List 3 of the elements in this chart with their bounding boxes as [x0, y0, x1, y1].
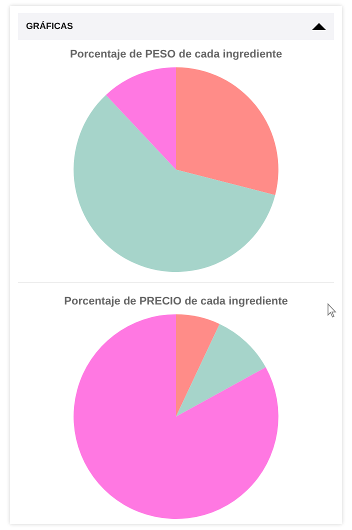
chart-title: Porcentaje de PESO de cada ingrediente: [70, 48, 282, 61]
text: GRÁFICAS: [26, 21, 73, 31]
chart-title: Porcentaje de PRECIO de cada ingrediente: [64, 296, 288, 308]
